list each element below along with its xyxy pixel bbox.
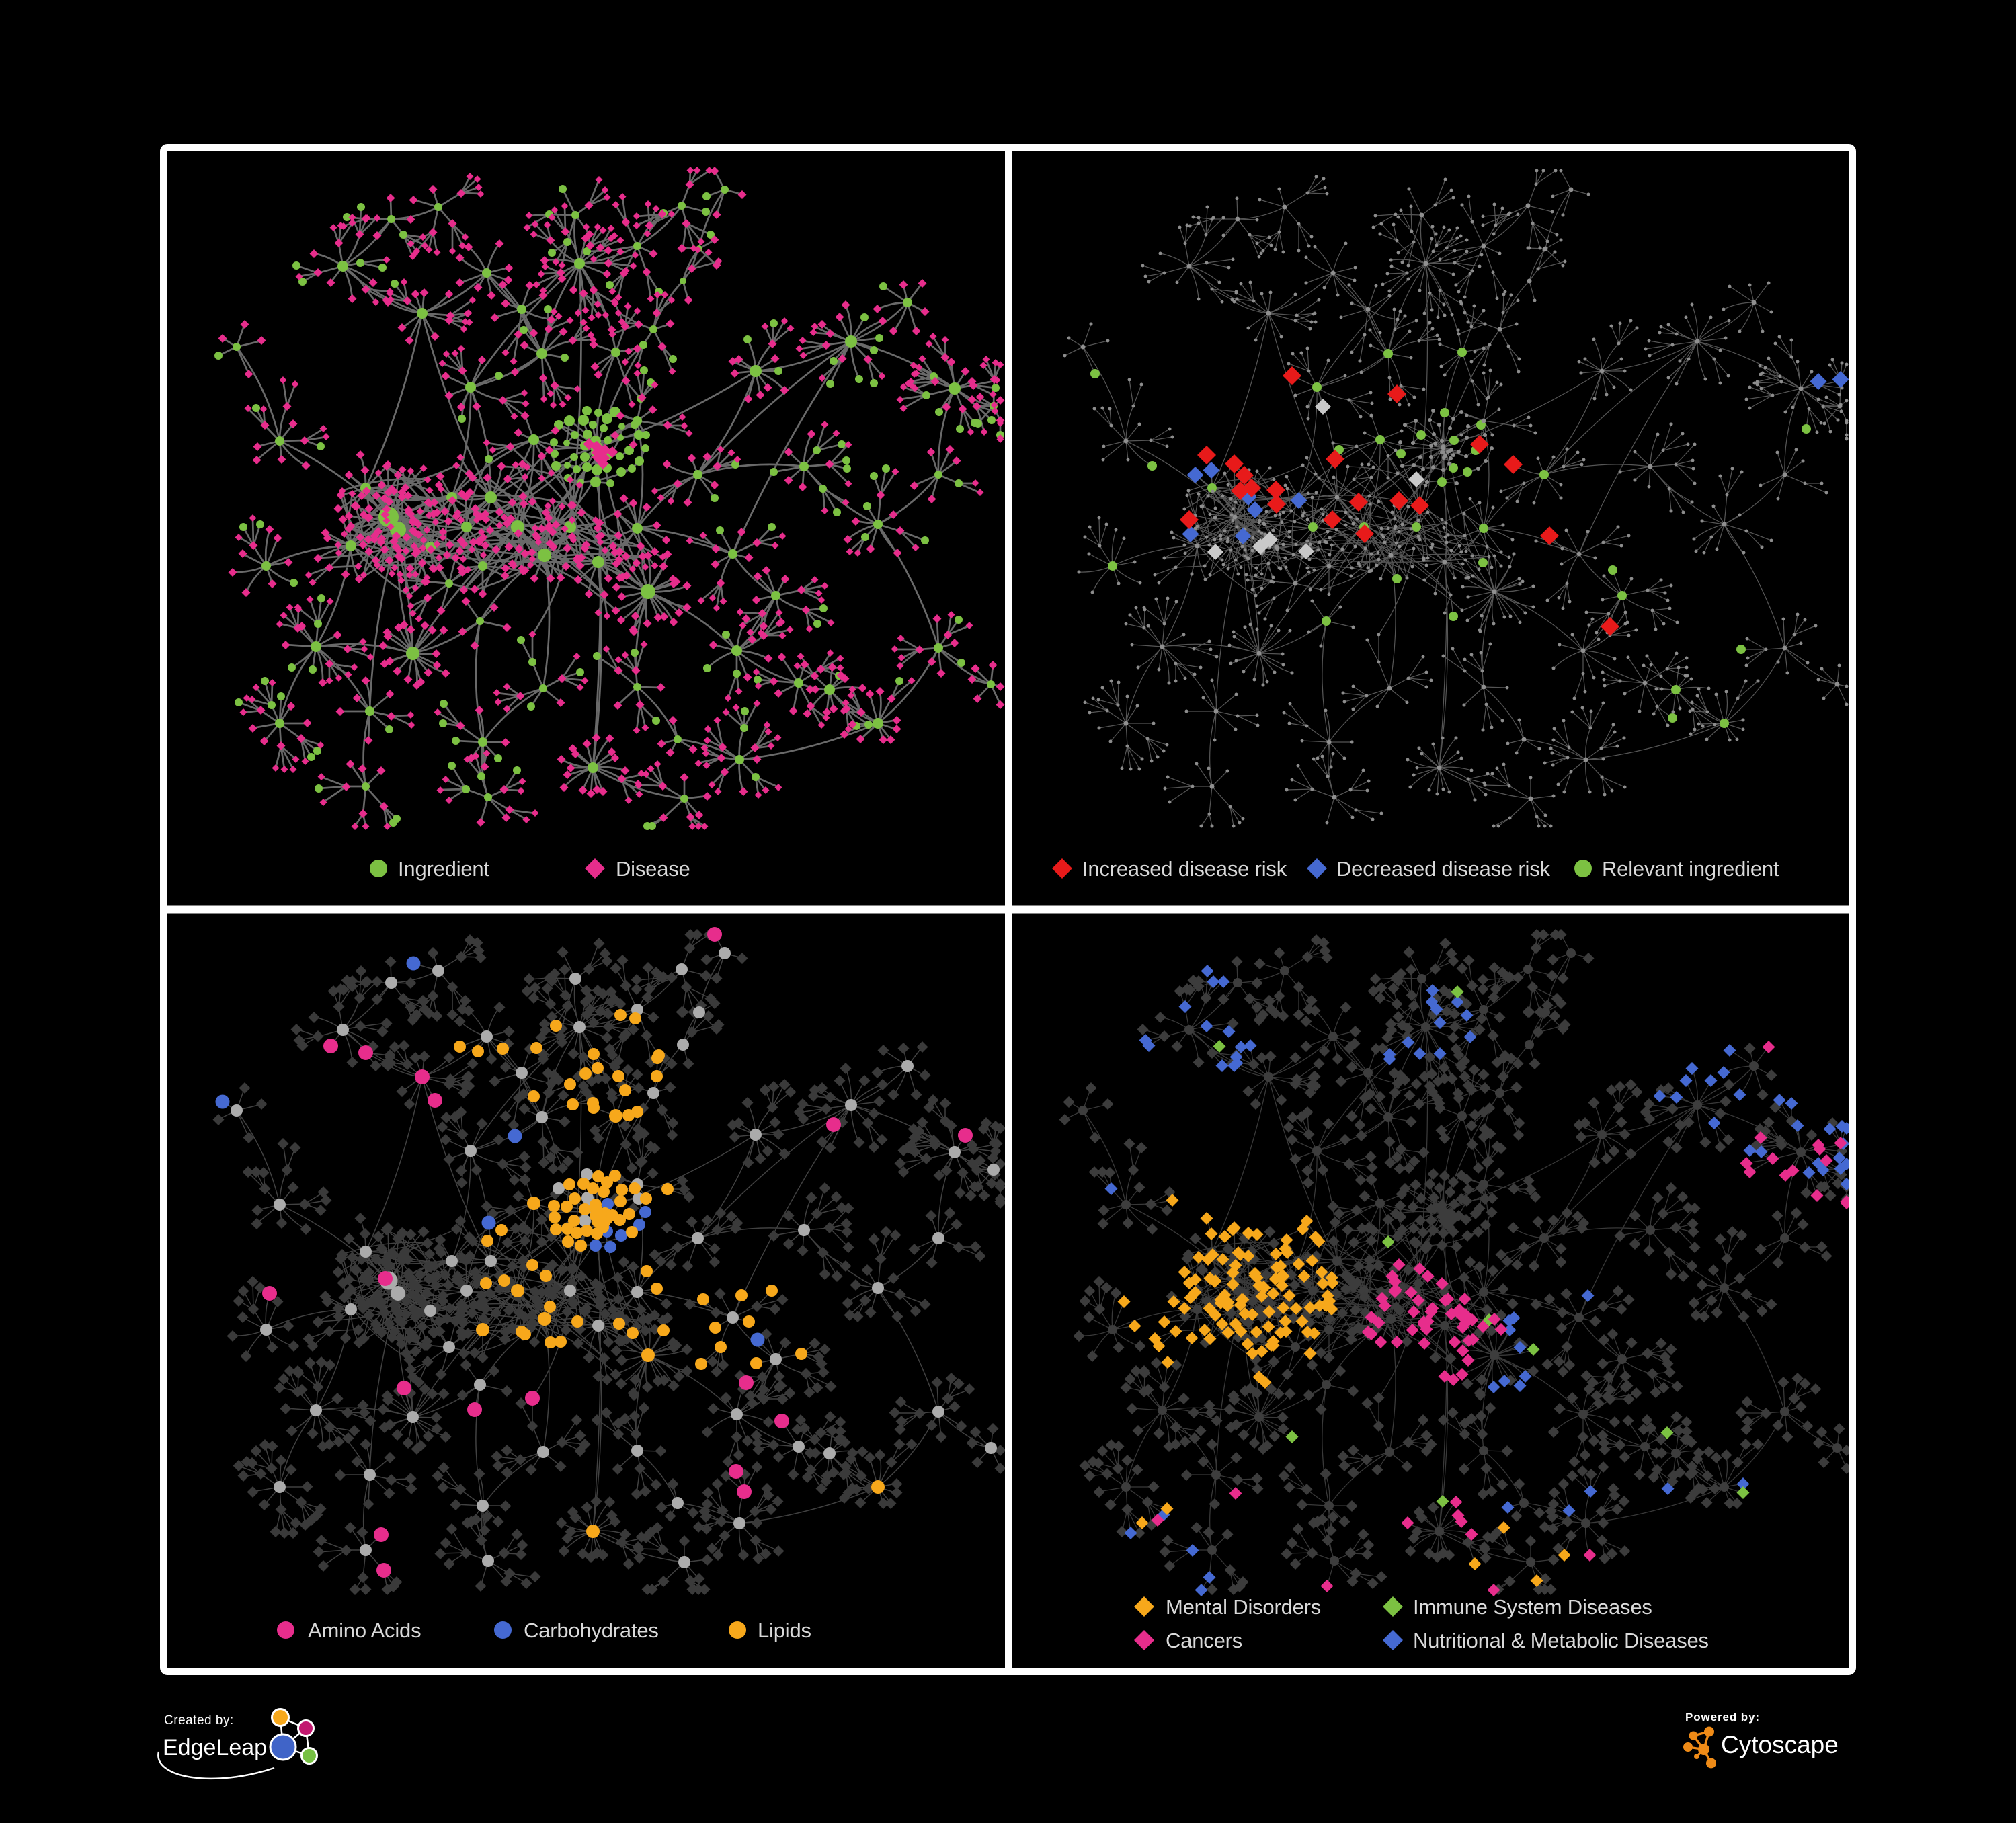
svg-text:Mental Disorders: Mental Disorders <box>1166 1595 1321 1619</box>
svg-text:Cytoscape: Cytoscape <box>1721 1731 1839 1758</box>
svg-text:Decreased disease risk: Decreased disease risk <box>1336 857 1551 881</box>
svg-text:Cancers: Cancers <box>1166 1629 1242 1652</box>
svg-text:Ingredient: Ingredient <box>398 857 489 881</box>
svg-text:Nutritional & Metabolic Diseas: Nutritional & Metabolic Diseases <box>1413 1629 1709 1652</box>
svg-text:Created by:: Created by: <box>164 1713 234 1728</box>
svg-text:Carbohydrates: Carbohydrates <box>524 1619 659 1642</box>
svg-text:Powered by:: Powered by: <box>1685 1711 1760 1724</box>
svg-text:EdgeLeap: EdgeLeap <box>163 1735 267 1760</box>
svg-text:Amino Acids: Amino Acids <box>308 1619 421 1642</box>
svg-text:Lipids: Lipids <box>758 1619 811 1642</box>
svg-text:Increased disease risk: Increased disease risk <box>1082 857 1287 881</box>
svg-text:Immune System Diseases: Immune System Diseases <box>1413 1595 1652 1619</box>
svg-text:Relevant ingredient: Relevant ingredient <box>1602 857 1779 881</box>
svg-text:Disease: Disease <box>616 857 690 881</box>
